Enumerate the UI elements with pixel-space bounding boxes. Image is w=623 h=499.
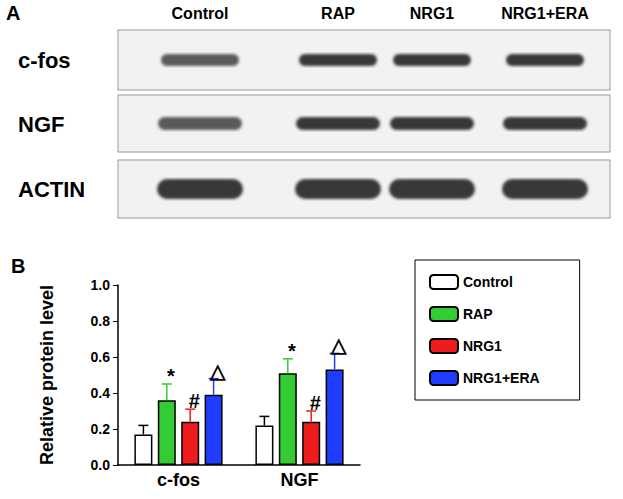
svg-text:NRG1: NRG1 [410, 5, 455, 22]
svg-text:A: A [6, 2, 20, 24]
svg-text:0.2: 0.2 [91, 421, 111, 437]
svg-text:c-fos: c-fos [157, 470, 200, 490]
svg-text:#: # [189, 390, 200, 412]
svg-text:Control: Control [172, 5, 229, 22]
svg-text:Control: Control [463, 274, 513, 290]
svg-text:0.6: 0.6 [91, 349, 111, 365]
svg-text:*: * [288, 340, 296, 362]
svg-text:△: △ [209, 360, 226, 382]
svg-text:B: B [11, 255, 25, 277]
svg-text:1.0: 1.0 [91, 277, 111, 293]
svg-text:0.0: 0.0 [91, 457, 111, 473]
svg-text:NGF: NGF [281, 470, 319, 490]
svg-text:NRG1+ERA: NRG1+ERA [463, 370, 540, 386]
svg-text:*: * [167, 365, 175, 387]
svg-text:NRG1: NRG1 [463, 338, 502, 354]
svg-text:ACTIN: ACTIN [18, 177, 85, 202]
svg-text:Relative protein level: Relative protein level [37, 285, 57, 465]
svg-text:NGF: NGF [18, 112, 64, 137]
svg-text:0.8: 0.8 [91, 313, 111, 329]
svg-text:NRG1+ERA: NRG1+ERA [501, 5, 589, 22]
svg-text:△: △ [330, 334, 347, 356]
svg-text:#: # [310, 392, 321, 414]
svg-text:RAP: RAP [321, 5, 355, 22]
svg-text:RAP: RAP [463, 306, 493, 322]
svg-text:0.4: 0.4 [91, 385, 111, 401]
svg-text:c-fos: c-fos [18, 48, 71, 73]
